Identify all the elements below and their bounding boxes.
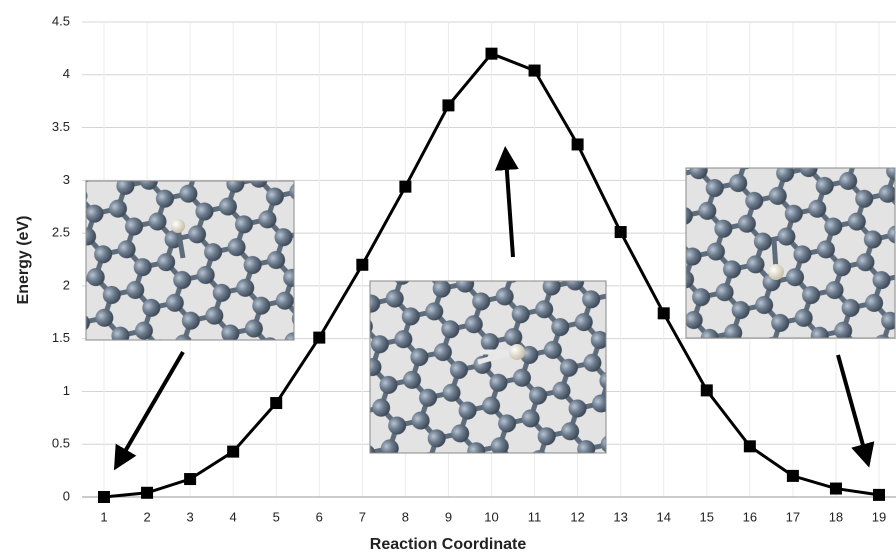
marker (485, 47, 498, 60)
x-tick-label: 18 (829, 509, 843, 524)
x-tick-label: 16 (743, 509, 757, 524)
x-tick-label: 12 (570, 509, 584, 524)
hydrogen-atom (768, 264, 784, 280)
x-tick-label: 14 (656, 509, 670, 524)
y-tick-label: 4 (63, 66, 70, 81)
arrow (836, 354, 875, 468)
marker (657, 307, 670, 320)
y-tick-label: 2 (63, 277, 70, 292)
x-tick-label: 19 (872, 509, 886, 524)
x-tick-label: 2 (143, 509, 150, 524)
marker (873, 488, 885, 501)
y-tick-label: 1.5 (52, 330, 70, 345)
inset-initial (85, 180, 295, 341)
y-tick-label: 3 (63, 172, 70, 187)
marker (571, 138, 584, 151)
x-tick-label: 13 (613, 509, 627, 524)
arrow (494, 146, 519, 258)
y-tick-label: 1 (63, 383, 70, 398)
arrow (113, 350, 185, 471)
y-tick-label: 0 (63, 488, 70, 503)
x-tick-label: 9 (445, 509, 452, 524)
marker (399, 180, 412, 193)
marker (743, 440, 756, 453)
y-tick-label: 2.5 (52, 225, 70, 240)
marker (184, 473, 197, 486)
inset-transition (369, 280, 607, 454)
marker (442, 99, 455, 112)
x-tick-label: 5 (273, 509, 280, 524)
insets (85, 167, 896, 454)
y-tick-label: 3.5 (52, 119, 70, 134)
hydrogen-atom (509, 344, 525, 360)
marker (98, 491, 110, 503)
marker (313, 331, 326, 344)
x-tick-label: 15 (700, 509, 714, 524)
y-axis-title: Energy (eV) (15, 216, 32, 305)
x-tick-label: 6 (316, 509, 323, 524)
marker (614, 226, 627, 239)
x-axis-title: Reaction Coordinate (370, 536, 527, 553)
y-tick-label: 0.5 (52, 436, 70, 451)
marker (528, 64, 541, 77)
x-tick-label: 7 (359, 509, 366, 524)
marker (141, 486, 154, 499)
marker (227, 445, 240, 458)
marker (829, 482, 842, 495)
x-tick-label: 17 (786, 509, 800, 524)
arrows (113, 146, 875, 471)
bond (175, 227, 186, 259)
marker (356, 258, 369, 271)
marker (270, 397, 283, 410)
x-tick-label: 1 (100, 509, 107, 524)
x-tick-label: 11 (528, 509, 542, 524)
marker (700, 384, 713, 397)
marker (786, 469, 799, 482)
hydrogen-atom (171, 219, 185, 233)
x-tick-label: 10 (484, 509, 498, 524)
x-tick-label: 3 (186, 509, 193, 524)
inset-final (685, 167, 896, 339)
y-tick-label: 4.5 (52, 13, 70, 28)
x-tick-label: 8 (402, 509, 409, 524)
x-tick-label: 4 (230, 509, 237, 524)
